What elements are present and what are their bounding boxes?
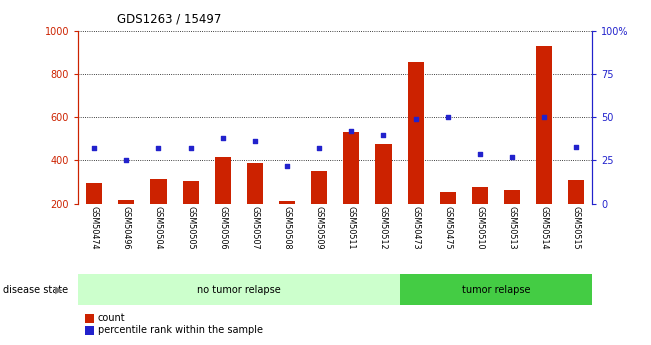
Text: GSM50511: GSM50511 [347, 206, 356, 249]
Bar [472, 187, 488, 247]
Text: GSM50515: GSM50515 [572, 206, 581, 249]
Text: ▶: ▶ [55, 285, 63, 295]
Text: disease state: disease state [3, 285, 68, 295]
Bar [215, 157, 231, 247]
Bar [439, 192, 456, 247]
Text: GSM50475: GSM50475 [443, 206, 452, 249]
Bar [311, 171, 327, 247]
Point [539, 115, 549, 120]
Point [346, 128, 357, 134]
Text: GSM50512: GSM50512 [379, 206, 388, 249]
Point [410, 116, 421, 122]
Point [121, 158, 132, 163]
Point [250, 139, 260, 144]
Bar [536, 46, 552, 247]
Bar [118, 200, 134, 247]
Text: no tumor relapse: no tumor relapse [197, 285, 281, 295]
Point [186, 146, 196, 151]
Bar [504, 189, 520, 247]
Bar [343, 132, 359, 247]
Text: GSM50508: GSM50508 [283, 206, 292, 249]
Bar [400, 274, 592, 305]
Point [475, 151, 485, 156]
Text: percentile rank within the sample: percentile rank within the sample [98, 325, 262, 335]
Bar [86, 183, 102, 247]
Point [507, 154, 518, 160]
Text: GSM50505: GSM50505 [186, 206, 195, 249]
Text: GSM50504: GSM50504 [154, 206, 163, 249]
Text: GSM50473: GSM50473 [411, 206, 420, 249]
Bar [182, 181, 199, 247]
Text: GSM50513: GSM50513 [508, 206, 516, 249]
Bar [376, 144, 391, 247]
Text: count: count [98, 314, 125, 323]
Point [153, 146, 163, 151]
Point [314, 146, 324, 151]
Text: GSM50507: GSM50507 [251, 206, 259, 249]
Text: GSM50506: GSM50506 [218, 206, 227, 249]
Text: tumor relapse: tumor relapse [462, 285, 530, 295]
Bar [279, 201, 295, 247]
Point [378, 132, 389, 137]
Bar [78, 274, 400, 305]
Point [89, 146, 100, 151]
Bar [568, 180, 585, 247]
Point [443, 115, 453, 120]
Bar [150, 179, 167, 247]
Text: GSM50510: GSM50510 [475, 206, 484, 249]
Bar [247, 162, 263, 247]
Point [217, 135, 228, 141]
Point [282, 163, 292, 168]
Text: GSM50496: GSM50496 [122, 206, 131, 249]
Text: GSM50514: GSM50514 [540, 206, 549, 249]
Bar [408, 62, 424, 247]
Text: GDS1263 / 15497: GDS1263 / 15497 [117, 12, 221, 25]
Text: GSM50509: GSM50509 [314, 206, 324, 249]
Point [571, 144, 581, 149]
Text: GSM50474: GSM50474 [90, 206, 99, 249]
